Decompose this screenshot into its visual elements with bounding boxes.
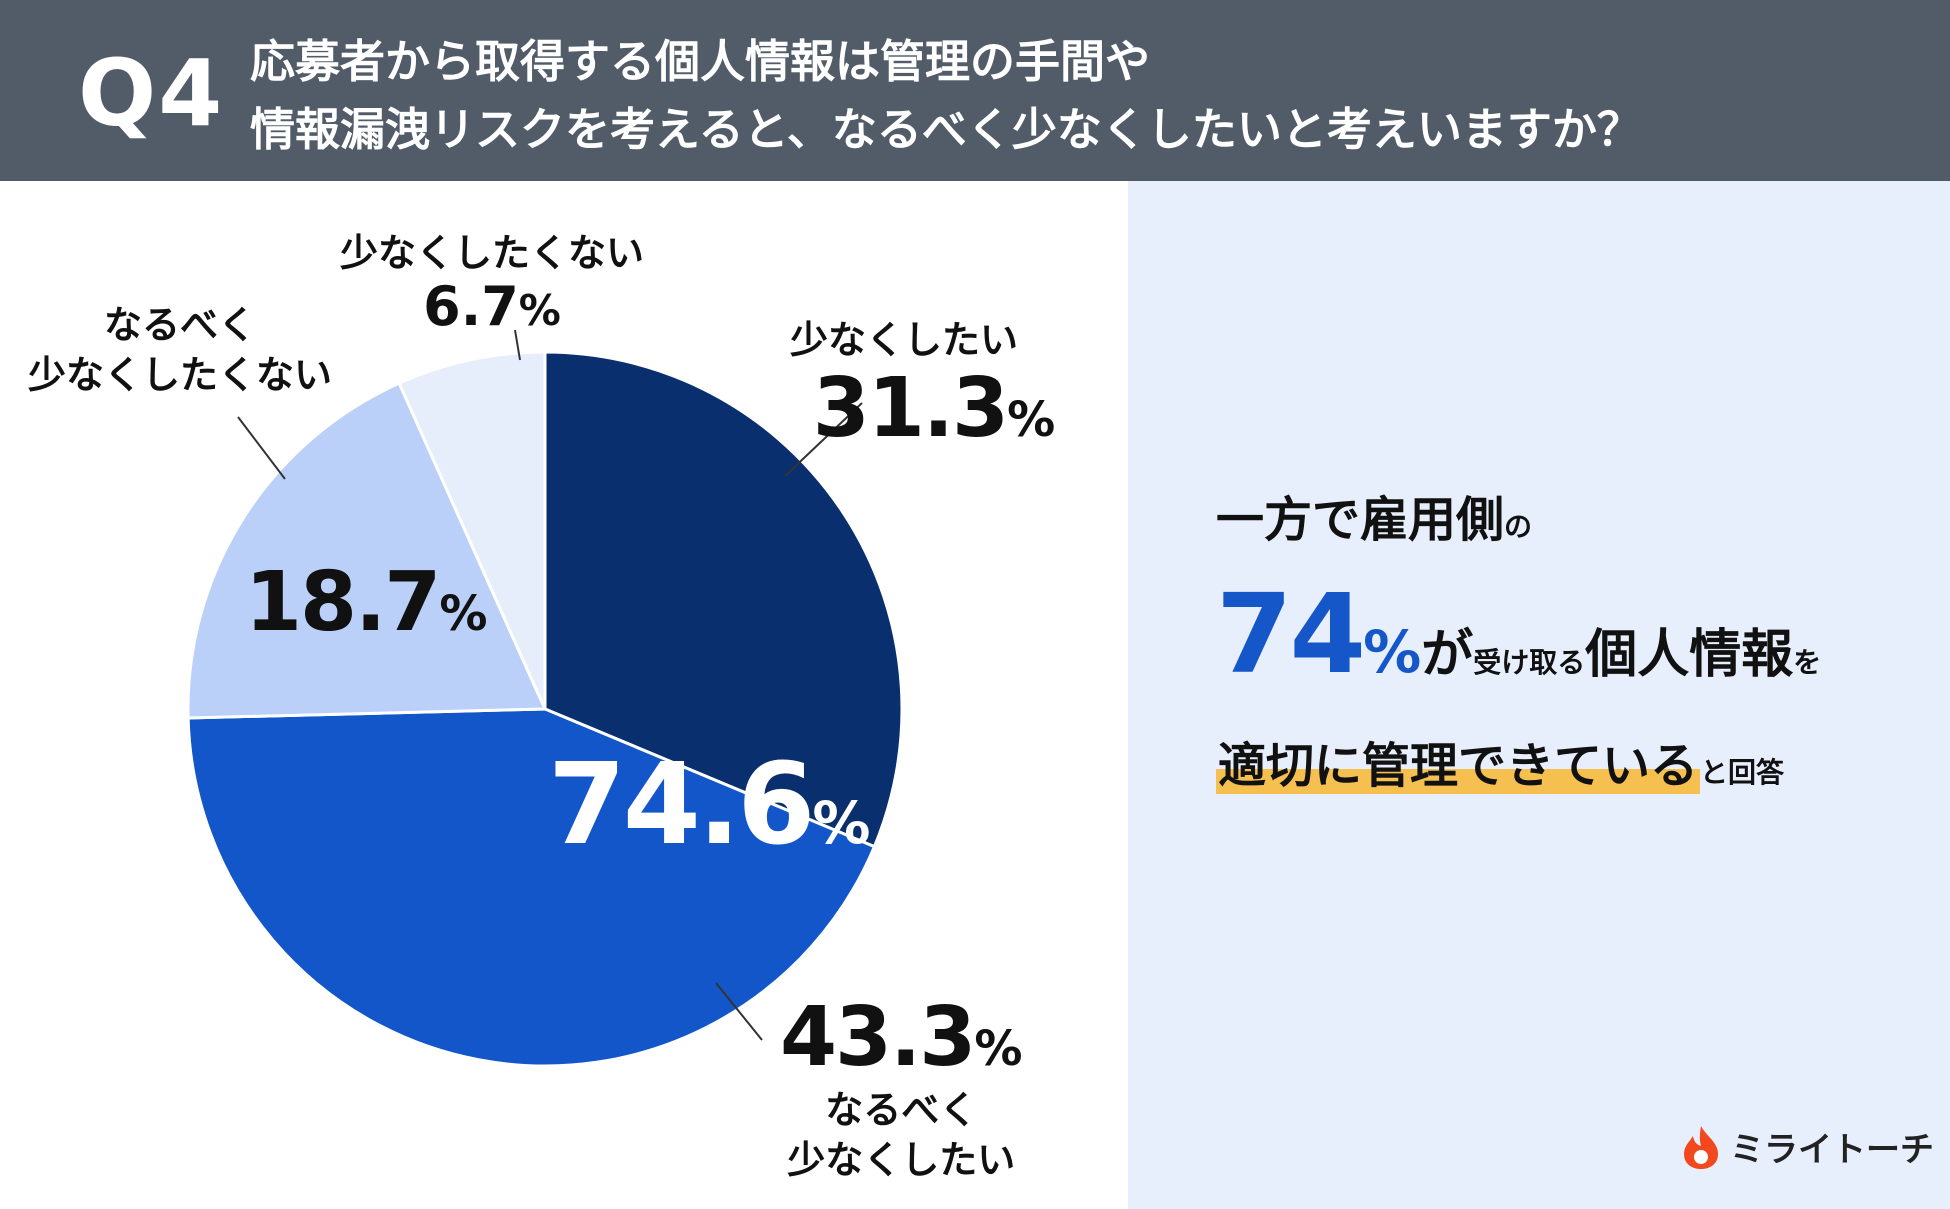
summary-line1: 一方で雇用側 — [1216, 492, 1505, 548]
label-value: 18.7 — [245, 555, 441, 650]
summary-panel — [1128, 181, 1950, 1209]
label-unit: % — [974, 1021, 1023, 1077]
label-sukunaku-shitakunai: 少なくしたくない 6.7% — [340, 228, 644, 340]
question-text: 応募者から取得する個人情報は管理の手間や 情報漏洩リスクを考えると、なるべく少な… — [250, 28, 1642, 164]
combined-unit: % — [812, 789, 871, 857]
label-name-line-2: 少なくしたくない — [28, 353, 333, 397]
label-value: 31.3 — [812, 361, 1009, 456]
label-narubeku-sukunaku-shitakunai: なるべく 少なくしたくない — [28, 300, 332, 400]
summary-highlight: 適切に管理できている — [1216, 738, 1701, 794]
pie-slice-3 — [186, 381, 548, 720]
question-line-1: 応募者から取得する個人情報は管理の手間や — [250, 35, 1151, 88]
pie-slice-2 — [186, 707, 877, 1068]
logo-text: ミライトーチ — [1730, 1130, 1934, 1170]
question-number: Q4 — [78, 40, 225, 147]
label-value: 43.3 — [780, 990, 976, 1085]
label-unit: % — [518, 286, 561, 335]
leader-lines — [237, 329, 863, 1041]
pie-slice-4 — [397, 350, 547, 710]
label-name: 少なくしたくない — [340, 231, 645, 275]
leader-line-3 — [237, 416, 286, 480]
combined-value: 74.6 — [548, 740, 815, 870]
summary-percent-value: 74 — [1216, 570, 1366, 698]
leader-line-4 — [514, 329, 521, 361]
label-name-line-2: 少なくしたい — [787, 1138, 1016, 1182]
label-unit: % — [1007, 392, 1056, 448]
label-name: 少なくしたい — [790, 318, 1019, 362]
leader-line-2 — [715, 982, 763, 1041]
brand-logo: ミライトーチ — [1680, 1122, 1934, 1171]
pie-slices — [186, 350, 904, 1068]
summary-text: 一方で雇用側の 74%が受け取る個人情報を 適切に管理できていると回答 — [1216, 492, 1822, 794]
leader-line-1 — [784, 402, 863, 477]
pie-chart — [186, 329, 904, 1068]
pie-slice-1 — [543, 350, 904, 849]
label-value-18-7: 18.7% — [245, 555, 487, 650]
flame-icon — [1684, 1125, 1718, 1169]
label-sukunaku-shitai: 少なくしたい 31.3% — [790, 315, 1078, 456]
label-narubeku-sukunaku-shitai: 43.3% なるべく 少なくしたい — [780, 990, 1022, 1185]
question-line-2: 情報漏洩リスクを考えると、なるべく少なくしたいと考えいますか？ — [250, 103, 1642, 156]
label-unit: % — [439, 586, 488, 642]
label-value: 6.7 — [423, 275, 519, 338]
header-bar: Q4 応募者から取得する個人情報は管理の手間や 情報漏洩リスクを考えると、なるべ… — [0, 0, 1950, 181]
label-name-line-1: なるべく — [104, 303, 257, 347]
label-name-line-1: なるべく — [825, 1088, 978, 1132]
label-combined-74-6: 74.6% — [548, 740, 870, 870]
